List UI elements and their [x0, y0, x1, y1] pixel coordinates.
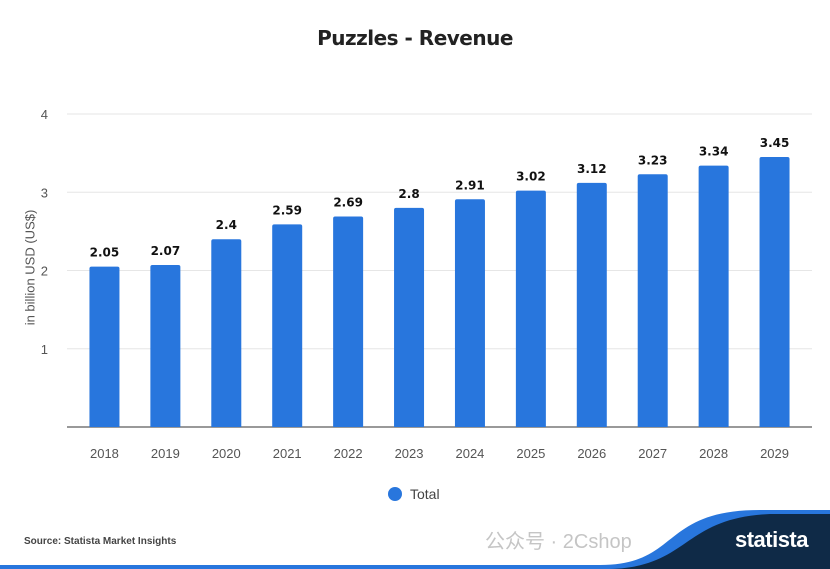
x-tick-label: 2019 — [151, 446, 180, 461]
data-label: 2.69 — [333, 196, 363, 210]
y-tick-label: 4 — [41, 107, 48, 122]
bar-2018 — [89, 266, 120, 427]
x-tick-label: 2029 — [760, 446, 789, 461]
statista-logo: statista — [734, 527, 809, 552]
x-tick-label: 2027 — [638, 446, 667, 461]
y-tick-label: 1 — [41, 342, 48, 357]
legend-label: Total — [410, 486, 440, 502]
chart-title: Puzzles - Revenue — [317, 26, 513, 50]
bar-2029 — [759, 157, 790, 427]
data-label: 3.23 — [638, 153, 668, 167]
y-axis-label: in billion USD (US$) — [22, 209, 38, 326]
data-label: 2.59 — [272, 203, 302, 217]
x-tick-label: 2026 — [577, 446, 606, 461]
x-tick-label: 2028 — [699, 446, 728, 461]
bar-2021 — [272, 224, 303, 427]
x-tick-label: 2024 — [455, 446, 484, 461]
x-tick-label: 2023 — [395, 446, 424, 461]
data-label: 3.34 — [699, 145, 729, 159]
data-label: 2.05 — [90, 246, 120, 260]
data-label: 2.8 — [398, 187, 419, 201]
bar-2026 — [576, 182, 607, 427]
data-label: 3.12 — [577, 162, 607, 176]
bar-2019 — [150, 265, 181, 427]
data-label: 2.4 — [216, 218, 237, 232]
data-label: 2.07 — [151, 244, 181, 258]
bar-2022 — [333, 216, 364, 427]
bar-2023 — [394, 207, 425, 427]
legend-marker-icon — [388, 487, 402, 501]
x-tick-label: 2020 — [212, 446, 241, 461]
bar-2027 — [637, 174, 668, 427]
data-label: 2.91 — [455, 178, 485, 192]
data-label: 3.45 — [760, 136, 790, 150]
y-tick-label: 3 — [41, 185, 48, 200]
x-tick-label: 2025 — [516, 446, 545, 461]
data-label: 3.02 — [516, 170, 546, 184]
x-tick-label: 2022 — [334, 446, 363, 461]
bar-2020 — [211, 239, 242, 427]
y-tick-label: 2 — [41, 264, 48, 279]
bar-2024 — [454, 199, 485, 427]
source-note: Source: Statista Market Insights — [24, 536, 177, 547]
x-tick-label: 2018 — [90, 446, 119, 461]
watermark: 公众号 · 2Cshop — [485, 531, 632, 553]
bar-2025 — [515, 190, 546, 427]
legend[interactable]: Total — [388, 486, 440, 502]
bar-2028 — [698, 165, 729, 427]
x-tick-label: 2021 — [273, 446, 302, 461]
